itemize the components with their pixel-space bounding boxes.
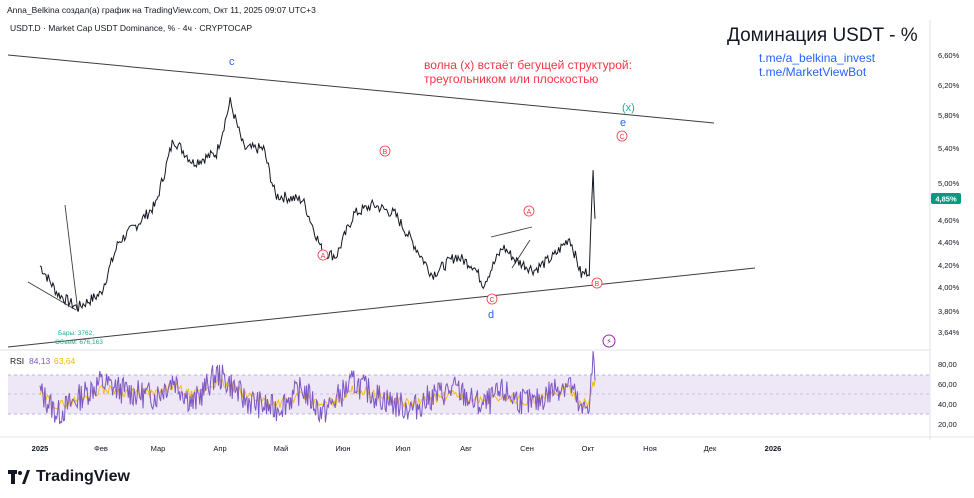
svg-text:B: B [383, 149, 388, 156]
overlay-title: Доминация USDT - % [727, 25, 918, 46]
early-wedge-line-1 [27, 281, 77, 311]
svg-text:A: A [321, 253, 326, 260]
bars-count-note: Бары: 3762, [58, 330, 94, 337]
time-tick-label: Май [274, 444, 289, 453]
price-axis: 6,60% 6,20% 5,80% 5,40% 5,00% 4,60% 4,40% 4,20%… [938, 51, 960, 337]
rsi-axis: 80,00 60,00 40,00 20,00 [938, 360, 957, 429]
svg-text:⚡: ⚡ [606, 337, 612, 346]
price-tick-label: 3,80% [938, 307, 960, 316]
rsi-band [8, 375, 930, 414]
price-series-line [39, 97, 596, 312]
time-tick-label: Сен [520, 444, 534, 453]
upper-trendline [7, 54, 715, 124]
price-tick-label: 4,20% [938, 261, 960, 270]
wave-circle-b1: B [379, 145, 391, 157]
flash-icon[interactable]: ⚡ [602, 334, 616, 348]
svg-text:A: A [527, 209, 532, 216]
lower-trendline [7, 267, 756, 348]
symbol-line: USDT.D · Market Cap USDT Dominance, % · … [10, 23, 252, 33]
time-tick-label: Авг [460, 444, 472, 453]
rsi-tick-label: 80,00 [938, 360, 957, 369]
wave-circle-a1: A [317, 249, 329, 261]
svg-text:C: C [619, 134, 624, 141]
time-tick-label: Фев [94, 444, 108, 453]
price-tick-label: 5,00% [938, 179, 960, 188]
svg-text:4,85%: 4,85% [935, 195, 957, 204]
time-tick-label: Июн [335, 444, 350, 453]
note-line-1: волна (x) встаёт бегущей структурой: [424, 58, 632, 72]
time-tick-label: 2026 [765, 444, 782, 453]
tradingview-logo-icon [8, 470, 30, 484]
svg-text:B: B [595, 281, 600, 288]
rsi-tick-label: 60,00 [938, 380, 957, 389]
price-tick-label: 5,80% [938, 111, 960, 120]
tradingview-brand: TradingView [36, 468, 130, 485]
rsi-tick-label: 20,00 [938, 420, 957, 429]
note-line-2: треугольником или плоскостью [424, 72, 598, 86]
price-tick-label: 6,60% [938, 51, 960, 60]
wave-label-c: c [229, 56, 235, 68]
wave-label-e: e [620, 117, 626, 129]
time-tick-label: Окт [582, 444, 595, 453]
price-tick-label: 4,60% [938, 216, 960, 225]
price-tick-label: 6,20% [938, 81, 960, 90]
volume-note: Объем: 676,163 [55, 338, 103, 346]
wave-circle-c2: C [616, 130, 628, 142]
early-wedge-line-2 [64, 204, 79, 313]
svg-text:C: C [489, 297, 494, 304]
telegram-link-2[interactable]: t.me/MarketViewBot [759, 65, 867, 79]
price-tick-label: 4,40% [938, 238, 960, 247]
wave-label-d: d [488, 309, 494, 321]
time-tick-label: Ноя [643, 444, 657, 453]
time-tick-label: Июл [395, 444, 410, 453]
wave-label-x: (x) [622, 102, 635, 114]
wave-circle-a2: A [523, 205, 535, 217]
aug-channel-line-1 [490, 226, 533, 238]
time-tick-label: 2025 [32, 444, 49, 453]
price-tick-label: 3,64% [938, 328, 960, 337]
time-tick-label: Дек [704, 444, 717, 453]
current-price-badge: 4,85% [931, 193, 961, 204]
tradingview-logo[interactable]: TradingView [8, 468, 130, 486]
chart-credit: Anna_Belkina создал(а) график на Trading… [7, 5, 316, 15]
time-tick-label: Апр [213, 444, 226, 453]
rsi-value-1: 84,13 [29, 356, 51, 366]
telegram-link-1[interactable]: t.me/a_belkina_invest [759, 51, 876, 65]
price-tick-label: 4,00% [938, 283, 960, 292]
time-tick-label: Мар [151, 444, 166, 453]
wave-circle-c1: C [486, 293, 498, 305]
time-axis: 2025 Фев Мар Апр Май Июн Июл Авг Сен Окт Ноя Дек 202… [32, 444, 782, 453]
rsi-value-2: 63,64 [54, 356, 76, 366]
rsi-tick-label: 40,00 [938, 400, 957, 409]
rsi-label: RSI [10, 356, 24, 366]
price-tick-label: 5,40% [938, 144, 960, 153]
wave-circle-b2: B [591, 277, 603, 289]
rsi-line [39, 351, 596, 425]
